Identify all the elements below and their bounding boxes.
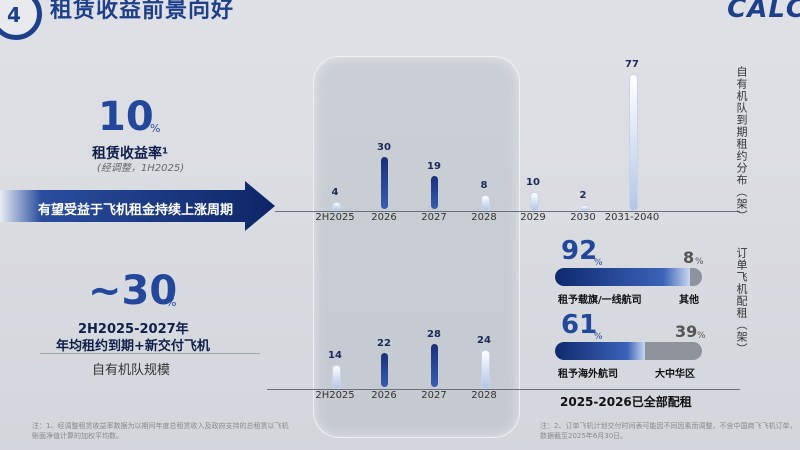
placement-xlabel-2026: 2026 — [371, 390, 397, 401]
company-logo: CALC — [727, 0, 800, 24]
expiry-value-2028: 8 — [480, 180, 488, 191]
rent-cycle-arrow — [0, 181, 275, 231]
expiry-xlabel-2H2025: 2H2025 — [315, 212, 355, 223]
expiry-value-2031-2040: 77 — [625, 59, 639, 71]
other-unit: % — [695, 257, 704, 267]
placement-value-2027: 28 — [427, 328, 441, 340]
expiry-value-2029: 10 — [526, 176, 540, 188]
expiry-bar-2031-2040 — [628, 74, 638, 211]
fleet-label-line2: 年均租约到期+新交付飞机 — [56, 339, 210, 354]
fleet-sub-label: 自有机队规模 — [92, 363, 171, 378]
expiry-xlabel-2029: 2029 — [520, 212, 546, 223]
page-number-badge: 4 — [0, 0, 42, 40]
expiry-axis-label: 自有机队到期租约分布（架） — [735, 66, 748, 222]
expiry-bar-2030 — [579, 205, 589, 211]
overseas-unit: % — [594, 332, 603, 342]
yield-unit: % — [150, 122, 161, 135]
placement-bar-2026 — [380, 352, 388, 387]
expiry-value-2027: 19 — [427, 160, 441, 172]
placement-value-2026: 22 — [377, 337, 391, 349]
expiry-xlabel-2026: 2026 — [371, 212, 397, 223]
placement-bar-2028 — [480, 349, 490, 389]
placement-value-2H2025: 14 — [328, 350, 342, 362]
fleet-divider — [40, 353, 260, 354]
flag-carrier-label: 租予载旗/一线航司 — [558, 295, 642, 306]
overseas-pct: 61 — [561, 310, 598, 340]
greater-china-label: 大中华区 — [655, 369, 695, 380]
flag-carrier-progress — [555, 268, 702, 286]
flag-carrier-unit: % — [594, 258, 603, 268]
placement-bar-2027 — [430, 343, 438, 387]
expiry-chart-baseline — [275, 211, 740, 212]
placement-xlabel-2028: 2028 — [471, 390, 497, 401]
placement-axis-label: 订单飞机配租（架） — [735, 247, 748, 355]
greater-china-pct: 39 — [675, 322, 698, 341]
expiry-xlabel-2028: 2028 — [471, 212, 497, 223]
placement-bar-2H2025 — [331, 365, 341, 389]
flag-carrier-progress-fill — [555, 268, 691, 286]
banner-text: 有望受益于飞机租金持续上涨周期 — [38, 203, 234, 218]
expiry-xlabel-2031-2040: 2031-2040 — [604, 212, 660, 223]
placement-xlabel-2H2025: 2H2025 — [315, 390, 355, 401]
fleet-unit: % — [166, 296, 177, 309]
other-pct: 8 — [683, 248, 695, 267]
expiry-bar-2027 — [430, 175, 438, 209]
expiry-value-2026: 30 — [377, 141, 391, 153]
overseas-progress-fill — [555, 342, 645, 360]
placement-chart-baseline — [267, 389, 740, 390]
greater-china-unit: % — [697, 331, 706, 341]
page-number: 4 — [7, 3, 21, 27]
footnote-right: 注：2、订单飞机计划交付时间表可能因不同因素而调整，不含中国商飞飞机订单，数据截… — [540, 422, 797, 440]
expiry-bar-2026 — [380, 156, 388, 209]
placement-value-2028: 24 — [477, 334, 491, 346]
overseas-label: 租予海外航司 — [558, 369, 618, 380]
fleet-value: ~30 — [88, 268, 178, 314]
expiry-value-2H2025: 4 — [331, 187, 339, 198]
expiry-bar-2029 — [529, 191, 539, 211]
expiry-bar-2H2025 — [331, 202, 341, 211]
yield-note: (经调整，1H2025) — [97, 163, 185, 174]
expiry-value-2030: 2 — [579, 190, 587, 201]
footnote-left: 注：1、经调整租赁收益率数据为以期间年度总租赁收入及政府支持的总租赁以飞机账面净… — [32, 422, 289, 440]
overseas-progress — [555, 342, 702, 360]
yield-value: 10 — [98, 94, 154, 140]
page-title: 租赁收益前景向好 — [50, 0, 235, 23]
expiry-xlabel-2027: 2027 — [421, 212, 447, 223]
expiry-bar-2028 — [480, 195, 490, 211]
flag-carrier-pct: 92 — [561, 236, 598, 266]
expiry-xlabel-2030: 2030 — [570, 212, 596, 223]
other-label: 其他 — [679, 295, 699, 306]
fleet-label-line1: 2H2025-2027年 — [78, 322, 189, 337]
fully-placed-note: 2025-2026已全部配租 — [560, 395, 692, 409]
placement-xlabel-2027: 2027 — [421, 390, 447, 401]
yield-label: 租赁收益率¹ — [92, 146, 169, 162]
